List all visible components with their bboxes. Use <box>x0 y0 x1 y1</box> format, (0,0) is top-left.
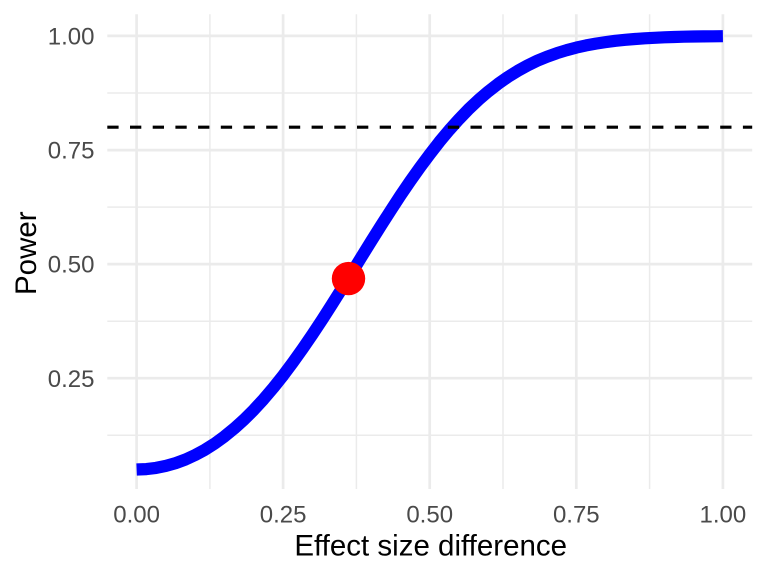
svg-text:1.00: 1.00 <box>48 24 95 51</box>
svg-text:0.50: 0.50 <box>48 252 95 279</box>
svg-text:Effect size difference: Effect size difference <box>294 529 567 562</box>
svg-text:0.25: 0.25 <box>260 502 307 529</box>
svg-text:0.75: 0.75 <box>553 502 600 529</box>
svg-text:0.00: 0.00 <box>113 502 160 529</box>
svg-text:0.25: 0.25 <box>48 366 95 393</box>
svg-text:0.75: 0.75 <box>48 138 95 165</box>
svg-text:1.00: 1.00 <box>700 502 747 529</box>
svg-text:0.50: 0.50 <box>406 502 453 529</box>
svg-text:Power: Power <box>10 211 43 295</box>
